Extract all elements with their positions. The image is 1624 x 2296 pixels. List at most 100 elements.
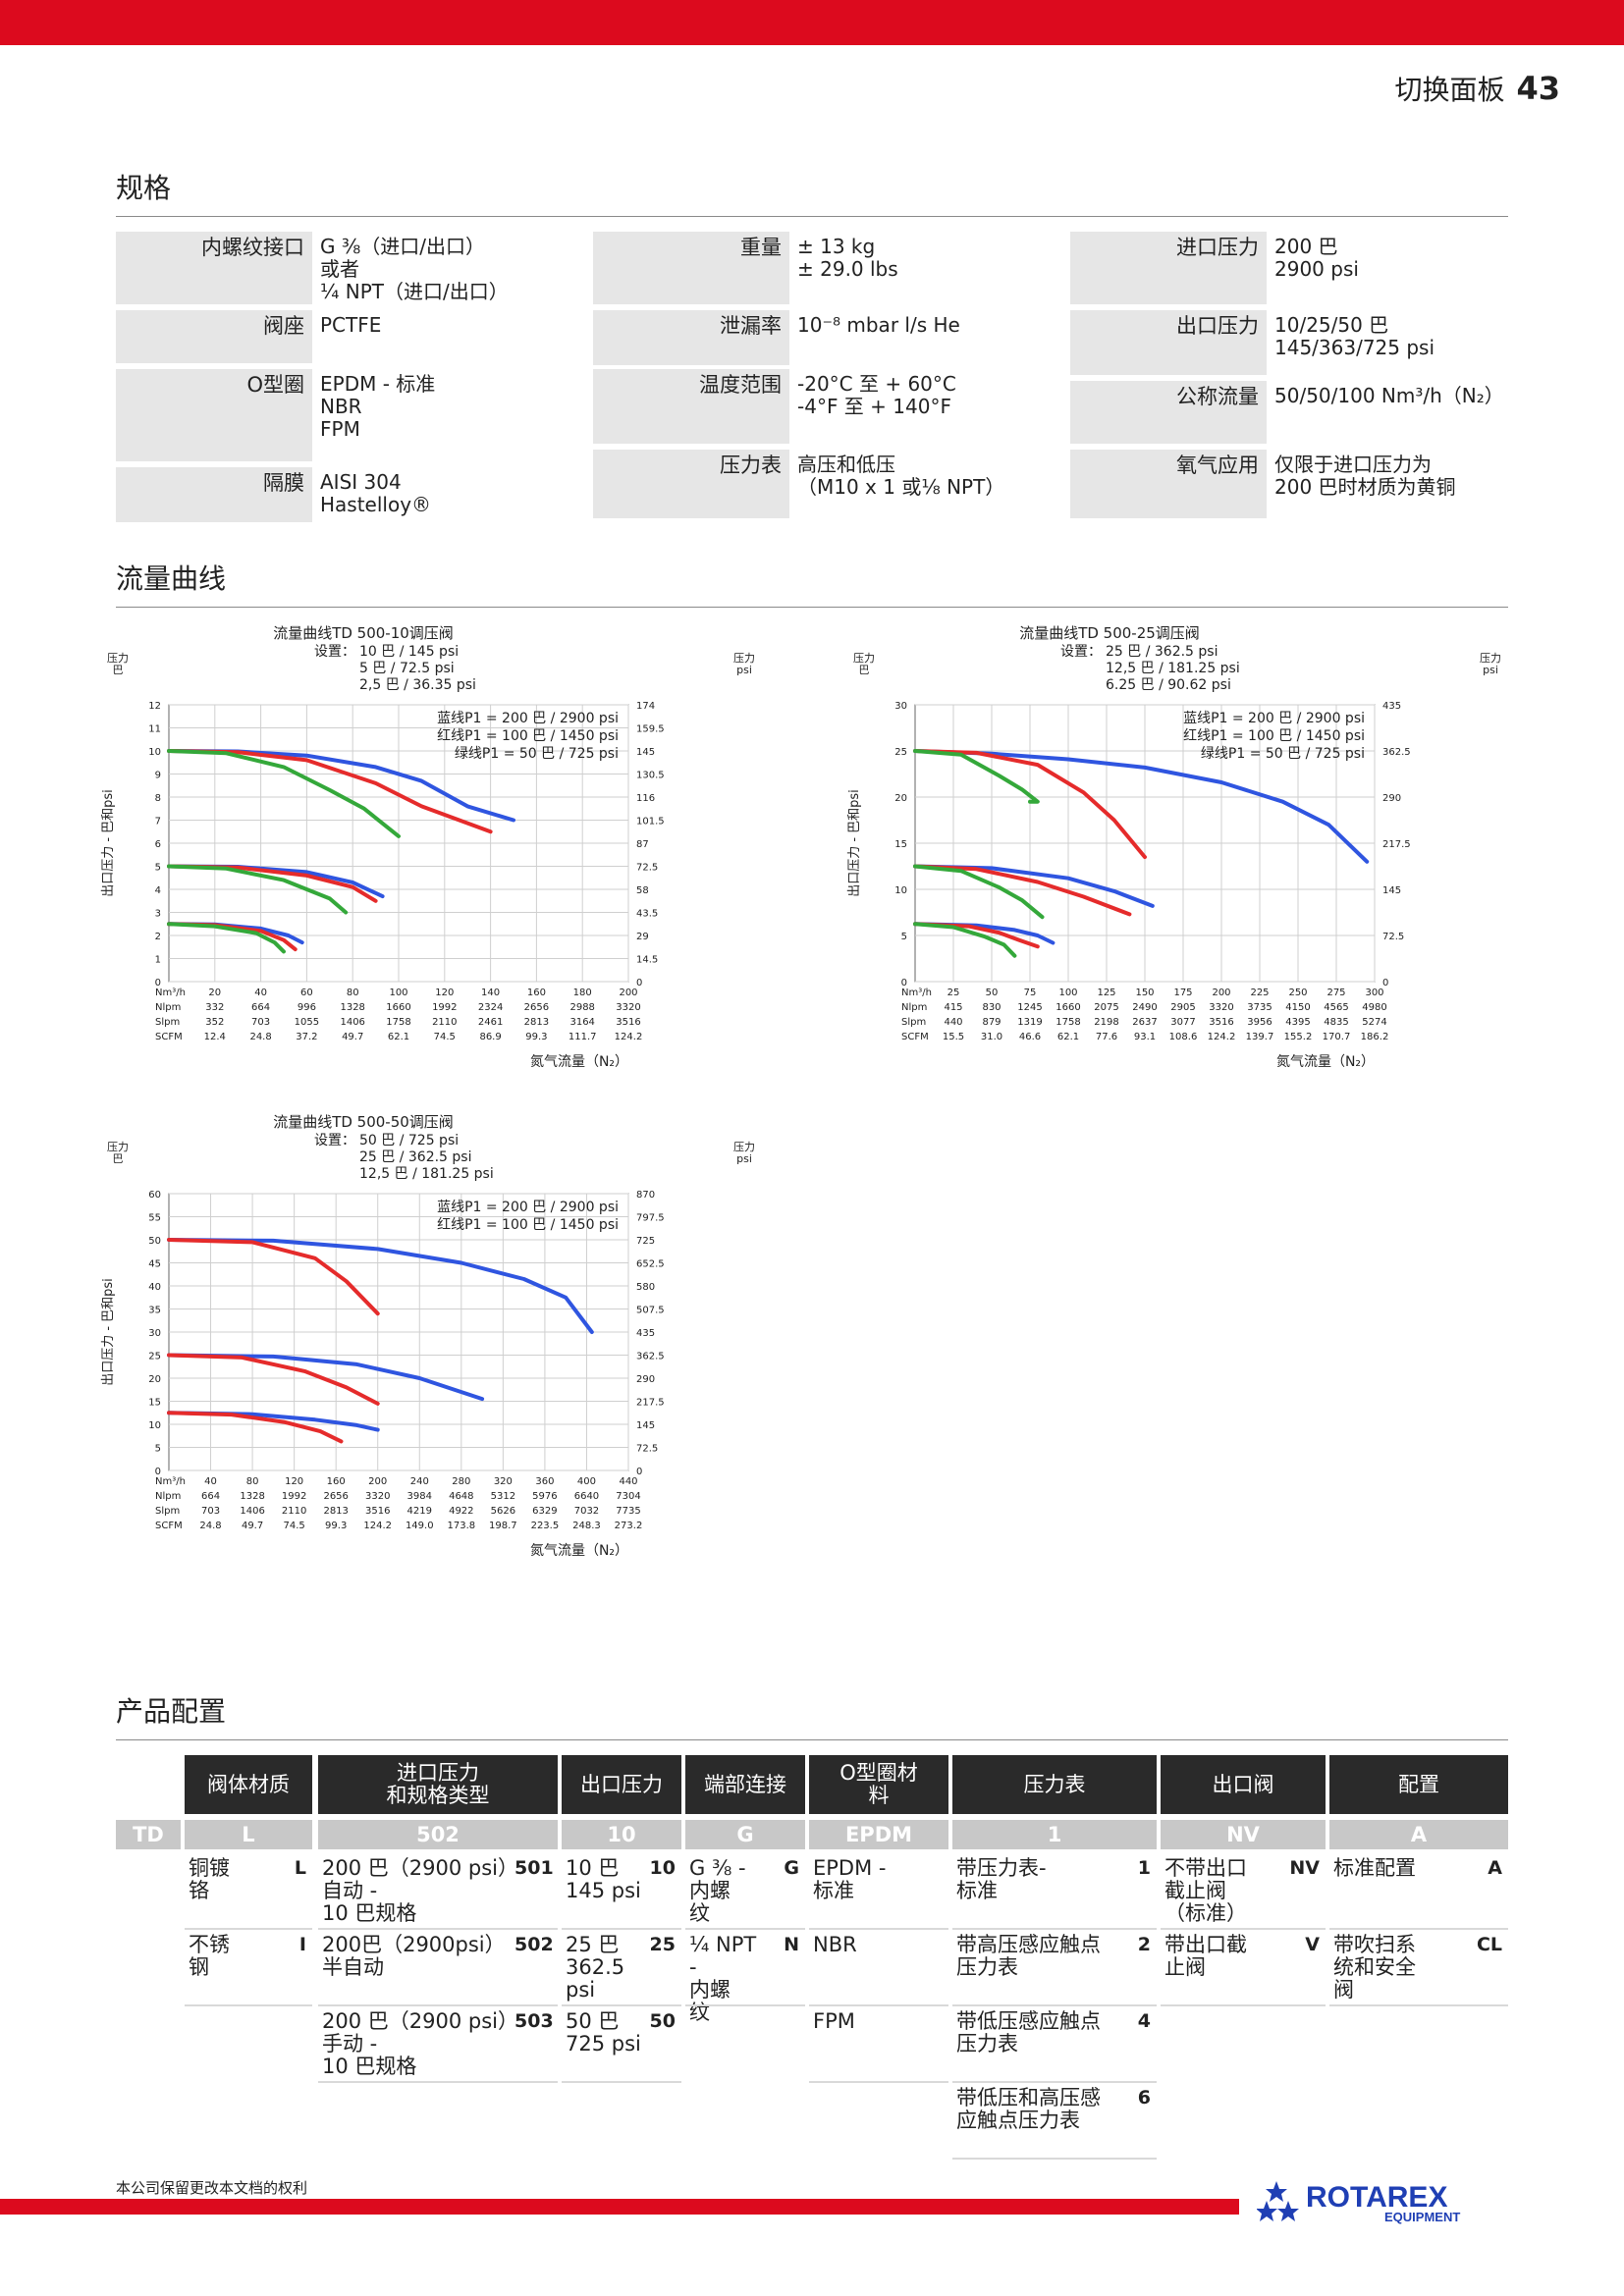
x-tick-label: 186.2 — [1361, 1032, 1389, 1042]
series-line-red — [167, 1353, 380, 1406]
legend-entry: 蓝线P1 = 200 巴 / 2900 psi — [437, 1200, 619, 1215]
y-unit-left: 巴 — [113, 664, 124, 676]
legend-entry: 绿线P1 = 50 巴 / 725 psi — [1201, 746, 1365, 762]
series-line-green — [913, 864, 1045, 920]
x-tick-label: 7735 — [616, 1506, 640, 1517]
y-tick-label: 55 — [148, 1213, 161, 1224]
y-tick-label: 10 — [894, 885, 907, 896]
x-tick-label: 879 — [982, 1017, 1001, 1028]
y2-tick-label: 435 — [636, 1328, 655, 1339]
series-line-green — [913, 749, 1040, 804]
x-tick-label: 86.9 — [479, 1032, 501, 1042]
spec-label-cell: 出口压力 — [1070, 310, 1267, 375]
spec-value: 10/25/50 巴 145/363/725 psi — [1274, 313, 1435, 359]
x-tick-label: 664 — [251, 1002, 270, 1013]
y2-tick-label: 290 — [1382, 793, 1401, 804]
config-row-divider — [1329, 1928, 1508, 1930]
x-tick-label: 1328 — [340, 1002, 364, 1013]
y-tick-label: 10 — [148, 747, 161, 758]
config-option-code: 50 — [649, 2010, 676, 2032]
flow-section-title: 流量曲线 — [116, 562, 227, 595]
config-option-code: A — [1488, 1857, 1502, 1879]
x-tick-label: 140 — [481, 988, 500, 998]
config-option-code: 6 — [1137, 2087, 1151, 2109]
config-option-gauge: 带高压感应触点 压力表 — [956, 1933, 1101, 1979]
y2-tick-label: 0 — [1382, 978, 1388, 988]
x-tick-label: 173.8 — [447, 1521, 475, 1531]
spec-label-cell: 进口压力 — [1070, 232, 1267, 304]
x-tick-label: 332 — [205, 1002, 224, 1013]
config-row-divider — [952, 2081, 1157, 2083]
y-tick-label: 3 — [155, 909, 161, 920]
y-tick-label: 35 — [148, 1306, 161, 1316]
x-tick-label: 275 — [1326, 988, 1345, 998]
y-tick-label: 60 — [148, 1190, 161, 1201]
x-tick-label: 200 — [368, 1476, 387, 1487]
logo-text: ROTAREX — [1306, 2181, 1447, 2214]
config-row-divider — [1329, 2004, 1508, 2006]
x-tick-label: 200 — [619, 988, 637, 998]
spec-label: 温度范围 — [699, 373, 782, 397]
logo-subtext: EQUIPMENT — [1384, 2210, 1460, 2224]
x-tick-label: 7304 — [616, 1491, 640, 1502]
config-code: NV — [1161, 1820, 1326, 1849]
config-table: 阀体材质 进口压力 和规格类型 出口压力 端部连接 O型圈材 料压力表 出口阀 配置 TD L 5… — [116, 1755, 1508, 2160]
x-tick-label: 1992 — [282, 1491, 306, 1502]
x-tick-label: 3956 — [1247, 1017, 1272, 1028]
config-option-gauge: 带低压感应触点 压力表 — [956, 2009, 1101, 2056]
config-header: O型圈材 料 — [809, 1755, 948, 1814]
spec-label-cell: 隔膜 — [116, 467, 312, 522]
x-axis-label: 氮气流量（N₂） — [1276, 1054, 1375, 1070]
x-tick-label: 75 — [1024, 988, 1037, 998]
series-line-red — [167, 1238, 380, 1316]
y2-tick-label: 0 — [636, 1467, 642, 1477]
x-tick-label: 225 — [1250, 988, 1269, 998]
y-axis-label: 出口压力 - 巴和psi — [101, 789, 116, 897]
y-tick-label: 4 — [155, 885, 161, 896]
flow-chart-td500-10: 流量曲线TD 500-10调压阀 设置： 10 巴 / 145 psi 5 巴 / 7… — [98, 620, 766, 1082]
y2-tick-label: 159.5 — [636, 724, 665, 735]
legend-entry: 红线P1 = 100 巴 / 1450 psi — [437, 1217, 619, 1233]
y-tick-label: 5 — [901, 932, 907, 942]
config-code: EPDM — [809, 1820, 948, 1849]
x-tick-label: 3320 — [1209, 1002, 1233, 1013]
x-tick-label: 3516 — [616, 1017, 640, 1028]
y-unit-left: 巴 — [113, 1152, 124, 1165]
y-unit-right: psi — [1483, 664, 1498, 676]
x-tick-label: 2324 — [478, 1002, 503, 1013]
x-tick-label: 1406 — [340, 1017, 364, 1028]
config-option-code: NV — [1289, 1857, 1320, 1879]
x-row-name: Nlpm — [155, 1002, 181, 1013]
config-option-oring: FPM — [813, 2009, 855, 2033]
config-option-gauge: 带压力表- 标准 — [956, 1856, 1047, 1902]
y2-tick-label: 797.5 — [636, 1213, 665, 1224]
x-tick-label: 50 — [986, 988, 999, 998]
config-option-code: N — [784, 1934, 799, 1955]
spec-label: 氧气应用 — [1176, 454, 1259, 477]
page-header: 切换面板 43 — [1394, 69, 1560, 108]
config-option-code: 501 — [514, 1857, 554, 1879]
series-line-red — [913, 749, 1147, 860]
x-tick-label: 5976 — [532, 1491, 557, 1502]
spec-label-cell: 泄漏率 — [593, 310, 789, 365]
y-tick-label: 15 — [148, 1398, 161, 1409]
x-tick-label: 100 — [389, 988, 407, 998]
config-option-inlet: 200巴（2900psi） 半自动 — [322, 1933, 506, 1979]
spec-label-cell: 内螺纹接口 — [116, 232, 312, 304]
y-tick-label: 15 — [894, 839, 907, 850]
x-tick-label: 93.1 — [1134, 1032, 1156, 1042]
spec-label-cell: 氧气应用 — [1070, 450, 1267, 518]
config-code: 10 — [562, 1820, 681, 1849]
spec-value: PCTFE — [320, 313, 382, 337]
x-tick-label: 170.7 — [1323, 1032, 1351, 1042]
x-tick-label: 3077 — [1170, 1017, 1195, 1028]
spec-label-cell: 阀座 — [116, 310, 312, 363]
header-title: 切换面板 — [1394, 74, 1505, 106]
y2-tick-label: 870 — [636, 1190, 655, 1201]
config-row-divider — [185, 2004, 312, 2006]
y-tick-label: 0 — [901, 978, 907, 988]
config-option-outlet: 25 巴 362.5 psi — [566, 1933, 625, 2002]
y-tick-label: 1 — [155, 955, 161, 966]
spec-value: 50/50/100 Nm³/h（N₂） — [1274, 384, 1504, 407]
x-tick-label: 24.8 — [249, 1032, 271, 1042]
